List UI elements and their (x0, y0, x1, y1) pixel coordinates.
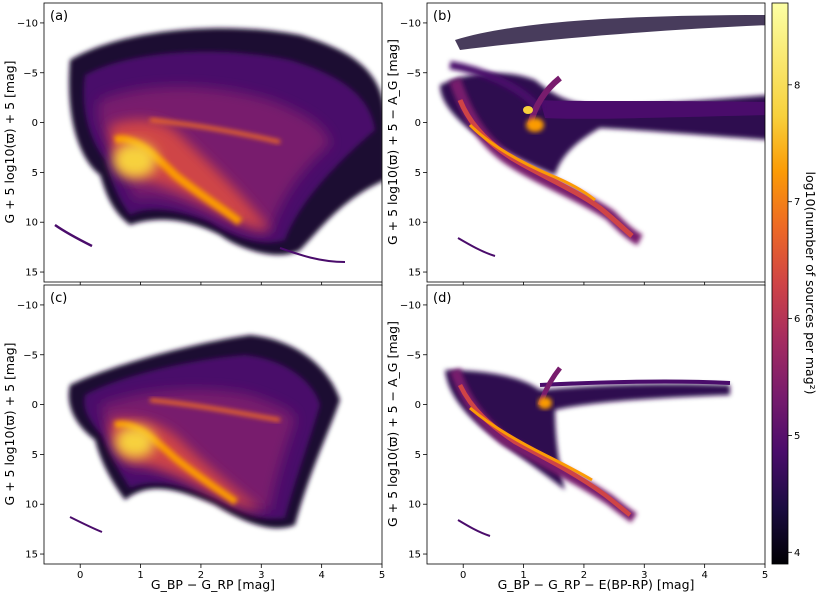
panel-c-ytick-label: 0 (32, 400, 38, 411)
panel-d-xtick-label: 0 (460, 570, 466, 581)
panel-d-ylabel: G + 5 log10(ϖ) + 5 − A_G [mag] (385, 321, 400, 527)
panel-d-yticks: −10 −5 0 5 10 15 (400, 300, 427, 561)
panel-b-ytick-label: 10 (408, 218, 421, 229)
panel-a-ytick-label: 5 (32, 168, 38, 179)
panel-d-ytick-label: 5 (415, 450, 421, 461)
panel-b-ytick-label: 15 (408, 268, 421, 279)
panel-c-ylabel: G + 5 log10(ϖ) + 5 [mag] (2, 342, 17, 505)
panel-c-xtick-label: 3 (258, 570, 264, 581)
panel-c-frame (43, 284, 383, 565)
panel-d-ytick-label: 0 (415, 400, 421, 411)
colorbar-tick-label: 5 (794, 431, 800, 442)
panel-c: (c) −10 −5 0 5 10 15 0 1 2 3 4 5 G + 5 log10(ϖ) + … (2, 284, 385, 592)
panel-b: (b) −10 −5 0 5 10 15 G + 5 log10(ϖ) + 5 − A_G… (385, 2, 766, 286)
panel-d-background (427, 285, 765, 564)
panel-c-xticks: 0 1 2 3 4 5 (77, 564, 385, 581)
panel-b-ylabel: G + 5 log10(ϖ) + 5 − A_G [mag] (385, 39, 400, 245)
colorbar-tick-label: 4 (794, 548, 800, 559)
panel-a-ytick-label: −10 (17, 18, 38, 29)
panel-d-xticks: 0 1 2 3 4 5 (460, 564, 768, 581)
panel-c-ytick-label: −5 (23, 350, 38, 361)
colorbar-tick-label: 7 (794, 197, 800, 208)
panel-d: (d) −10 −5 0 5 10 15 0 1 2 3 4 5 G + 5 log10(ϖ) + … (385, 284, 768, 592)
panel-b-frame (426, 2, 766, 283)
panel-d-frame (426, 284, 766, 565)
panel-c-xtick-label: 4 (318, 570, 324, 581)
panel-a-frame (43, 2, 383, 283)
panel-d-label: (d) (433, 291, 451, 306)
panel-b-ytick-label: −5 (406, 68, 421, 79)
panel-c-xtick-label: 0 (77, 570, 83, 581)
panel-d-ytick-label: 15 (408, 550, 421, 561)
panel-b-label: (b) (433, 9, 451, 24)
panel-b-ytick-label: −10 (400, 18, 421, 29)
panel-b-yticks: −10 −5 0 5 10 15 (400, 18, 427, 279)
panel-c-ytick-label: 15 (25, 550, 38, 561)
colorbar-label: log10(number of sources per mag²) (803, 171, 818, 394)
panel-a: (a) −10 −5 0 5 10 15 G + 5 log10(ϖ) + 5 [mag] (2, 2, 383, 286)
panel-d-ytick-label: −10 (400, 300, 421, 311)
colorbar-tick-label: 6 (794, 314, 800, 325)
panel-c-ytick-label: 10 (25, 500, 38, 511)
panel-a-ytick-label: 15 (25, 268, 38, 279)
colorbar-gradient (771, 2, 789, 565)
panel-a-ylabel: G + 5 log10(ϖ) + 5 [mag] (2, 60, 17, 223)
panel-d-xtick-label: 4 (701, 570, 707, 581)
panel-c-ytick-label: 5 (32, 450, 38, 461)
panel-d-xtick-label: 5 (762, 570, 768, 581)
panel-a-yticks: −10 −5 0 5 10 15 (17, 18, 44, 279)
panel-a-ytick-label: 0 (32, 118, 38, 129)
panel-b-ytick-label: 0 (415, 118, 421, 129)
panel-c-density (68, 335, 340, 533)
colorbar-tick-label: 8 (794, 80, 800, 91)
panel-d-xlabel: G_BP − G_RP − E(BP-RP) [mag] (498, 577, 695, 592)
panel-c-xlabel: G_BP − G_RP [mag] (151, 577, 275, 592)
panel-d-xtick-label: 2 (581, 570, 587, 581)
panel-a-density (54, 28, 382, 263)
panel-d-ytick-label: 10 (408, 500, 421, 511)
panel-c-ytick-label: −10 (17, 300, 38, 311)
panel-c-xtick-label: 1 (137, 570, 143, 581)
panel-b-ytick-label: 5 (415, 168, 421, 179)
panel-d-xtick-label: 3 (641, 570, 647, 581)
panel-d-xtick-label: 1 (520, 570, 526, 581)
panel-c-yticks: −10 −5 0 5 10 15 (17, 300, 44, 561)
panel-c-xtick-label: 2 (198, 570, 204, 581)
panel-d-ytick-label: −5 (406, 350, 421, 361)
colorbar-ticks: 4 5 6 7 8 (788, 80, 800, 559)
panel-c-label: (c) (50, 291, 67, 306)
panel-a-ytick-label: −5 (23, 68, 38, 79)
panel-a-label: (a) (50, 9, 68, 24)
colorbar: 4 5 6 7 8 log10(number of sources per mag²) (771, 2, 818, 565)
panel-a-ytick-label: 10 (25, 218, 38, 229)
panel-d-density (445, 366, 731, 537)
panel-c-xtick-label: 5 (379, 570, 385, 581)
panel-b-density (440, 15, 765, 257)
